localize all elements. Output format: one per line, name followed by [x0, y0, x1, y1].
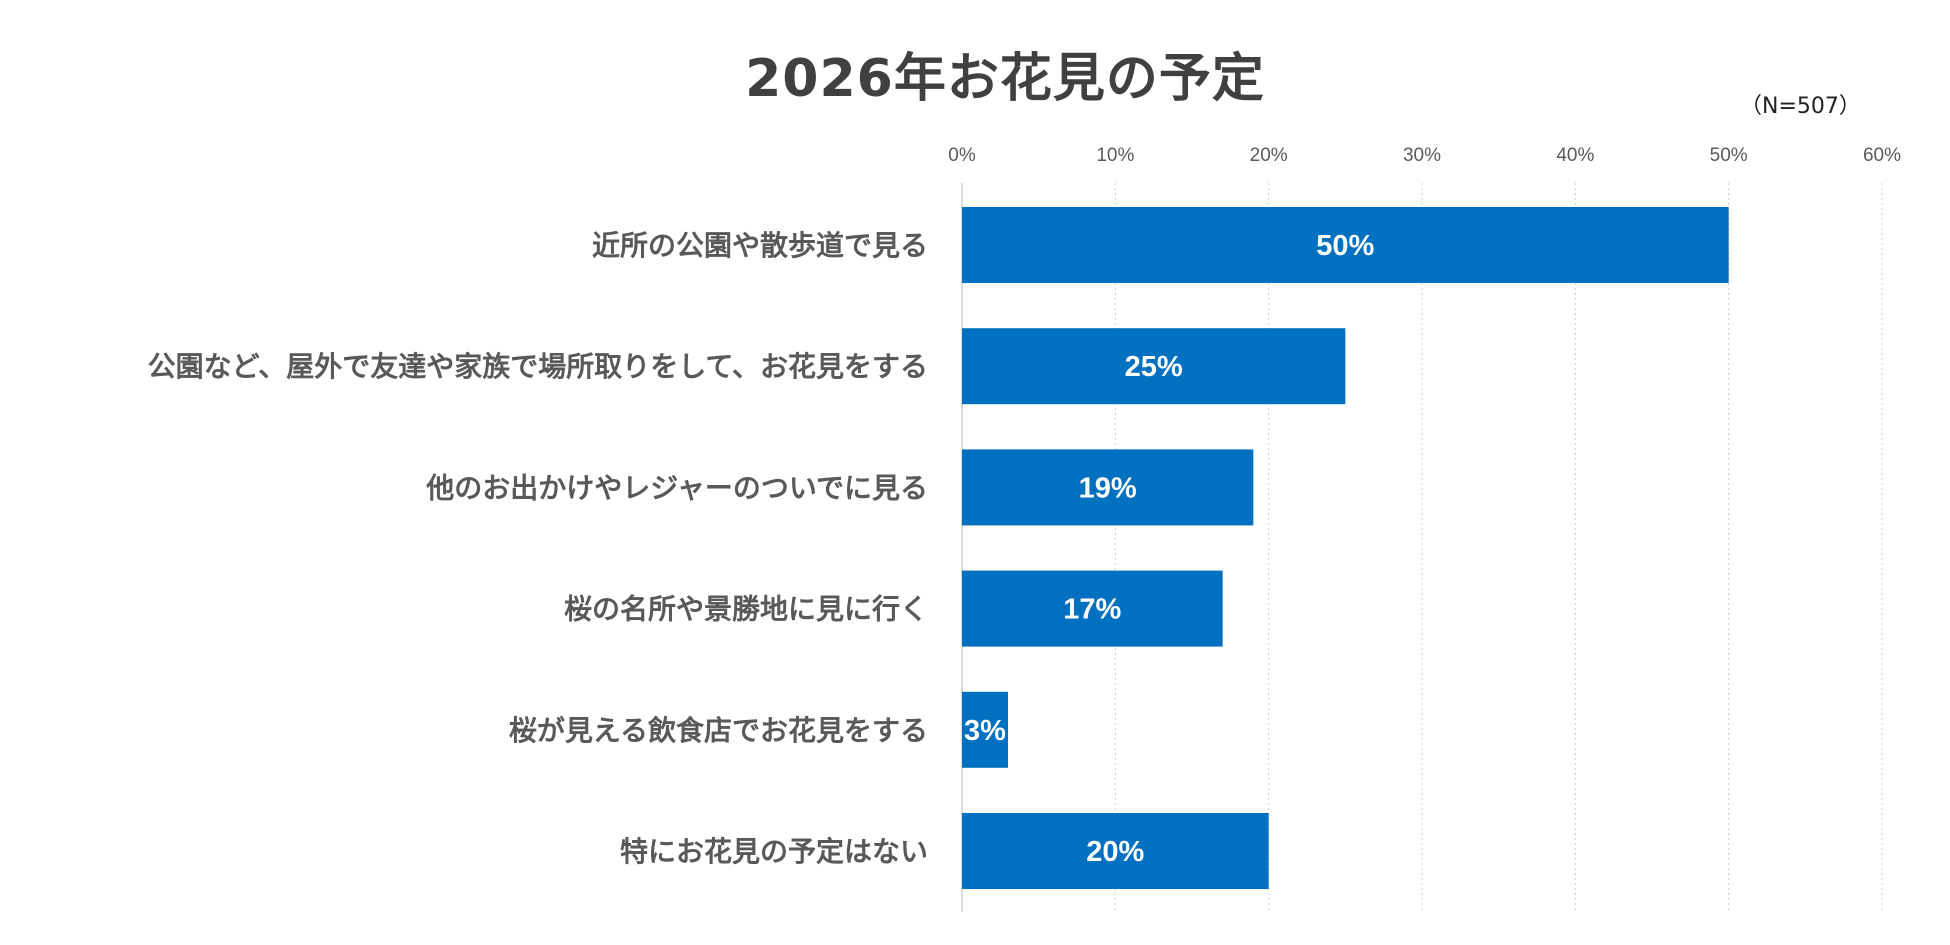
bar — [962, 449, 1254, 526]
x-tick-label: 20% — [1250, 145, 1288, 166]
bar-value-label: 25% — [1125, 351, 1183, 383]
x-tick-label: 30% — [1403, 145, 1441, 166]
x-tick-label: 10% — [1096, 145, 1134, 166]
bar — [962, 813, 1269, 889]
category-label: 特にお花見の予定はない — [620, 835, 928, 868]
bar — [962, 691, 1008, 768]
category-label: 桜が見える飲食店でお花見をする — [509, 714, 928, 747]
bar — [962, 570, 1223, 647]
bar-value-label: 20% — [1086, 836, 1144, 868]
sample-size-note: （N=507） — [1740, 94, 1861, 119]
category-label: 他のお出かけやレジャーのついでに見る — [425, 471, 928, 504]
chart-title: 2026年お花見の予定 — [745, 49, 1265, 109]
category-label: 近所の公園や散歩道で見る — [592, 229, 928, 262]
x-tick-label: 40% — [1556, 145, 1594, 166]
bar — [962, 328, 1346, 405]
x-tick-label: 50% — [1710, 145, 1748, 166]
bar-value-label: 19% — [1079, 472, 1137, 504]
bar-value-label: 50% — [1316, 230, 1374, 262]
x-tick-label: 60% — [1863, 145, 1901, 166]
bar-value-label: 3% — [964, 715, 1006, 747]
bar — [962, 207, 1729, 283]
bar-value-label: 17% — [1063, 594, 1121, 626]
x-tick-label: 0% — [948, 145, 976, 166]
category-label: 公園など、屋外で友達や家族で場所取りをして、お花見をする — [148, 350, 928, 383]
category-label: 桜の名所や景勝地に見に行く — [564, 593, 928, 626]
